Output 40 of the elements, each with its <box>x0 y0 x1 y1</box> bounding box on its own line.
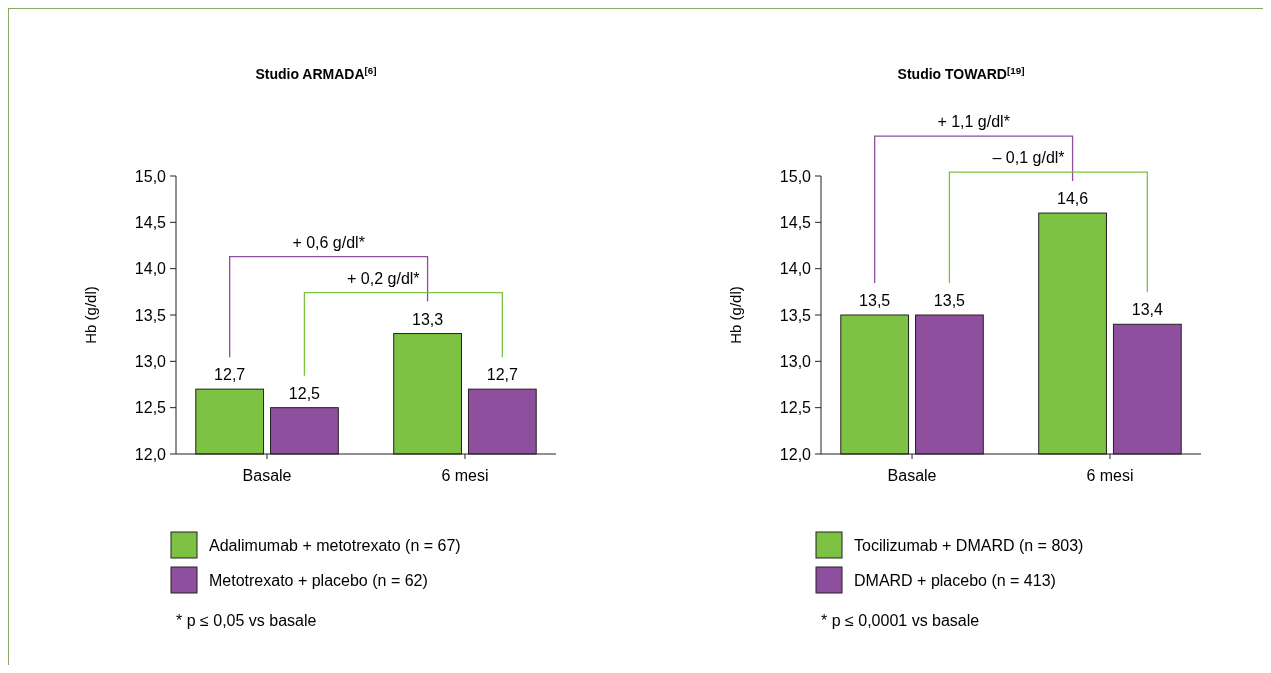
x-tick-label: Basale <box>242 467 292 484</box>
y-tick-label: 14,5 <box>134 213 167 231</box>
data-label: 13,4 <box>1131 301 1164 319</box>
data-label: 14,6 <box>1057 190 1089 208</box>
legend-label: Metotrexato + placebo (n = 62) <box>209 571 428 589</box>
text: * p ≤ 0,0001 vs basale <box>821 612 980 629</box>
data-label: 12,5 <box>288 384 321 402</box>
chart-title: Studio ARMADA$^{[6]}$ <box>255 64 377 82</box>
data-label: 13,5 <box>933 292 966 309</box>
legend-label: DMARD + placebo (n = 413) <box>854 571 1056 589</box>
y-tick-label: 12,0 <box>779 445 812 463</box>
y-axis-title: Hb (g/dl) <box>727 286 744 344</box>
y-tick-label: 15,0 <box>779 167 812 185</box>
y-tick-label: 13,5 <box>134 306 167 324</box>
legend-label: Adalimumab + metotrexato (n = 67) <box>209 536 461 554</box>
legend-label: Tocilizumab + DMARD (n = 803) <box>854 536 1084 554</box>
y-tick-label: 13,0 <box>779 352 812 370</box>
x-tick-label: 6 mesi <box>1086 467 1134 484</box>
data-label: 13,3 <box>412 310 444 328</box>
y-tick-label: 14,5 <box>779 213 812 231</box>
y-tick-label: 12,0 <box>134 445 167 463</box>
data-label: 12,7 <box>486 366 519 384</box>
data-label: 12,7 <box>214 366 246 384</box>
data-label: 13,5 <box>859 292 891 309</box>
y-tick-label: 14,0 <box>779 260 812 278</box>
text: * p ≤ 0,05 vs basale <box>176 612 317 629</box>
x-tick-label: 6 mesi <box>441 467 489 484</box>
y-tick-label: 12,5 <box>134 399 167 417</box>
y-tick-label: 15,0 <box>134 167 167 185</box>
annotation: + 0,2 g/dl* <box>347 269 420 287</box>
y-tick-label: 12,5 <box>779 399 812 417</box>
y-axis-title: Hb (g/dl) <box>82 286 99 344</box>
chart-title: Studio TOWARD$^{[19]}$ <box>897 64 1025 82</box>
x-tick-label: Basale <box>887 467 937 484</box>
y-tick-label: 13,5 <box>779 306 812 324</box>
annotation: + 0,6 g/dl* <box>292 233 365 251</box>
y-tick-label: 14,0 <box>134 260 167 278</box>
text: + 1,1 g/dl* <box>937 113 1010 131</box>
y-tick-label: 13,0 <box>134 352 167 370</box>
text: – 0,1 g/dl* <box>992 149 1065 167</box>
